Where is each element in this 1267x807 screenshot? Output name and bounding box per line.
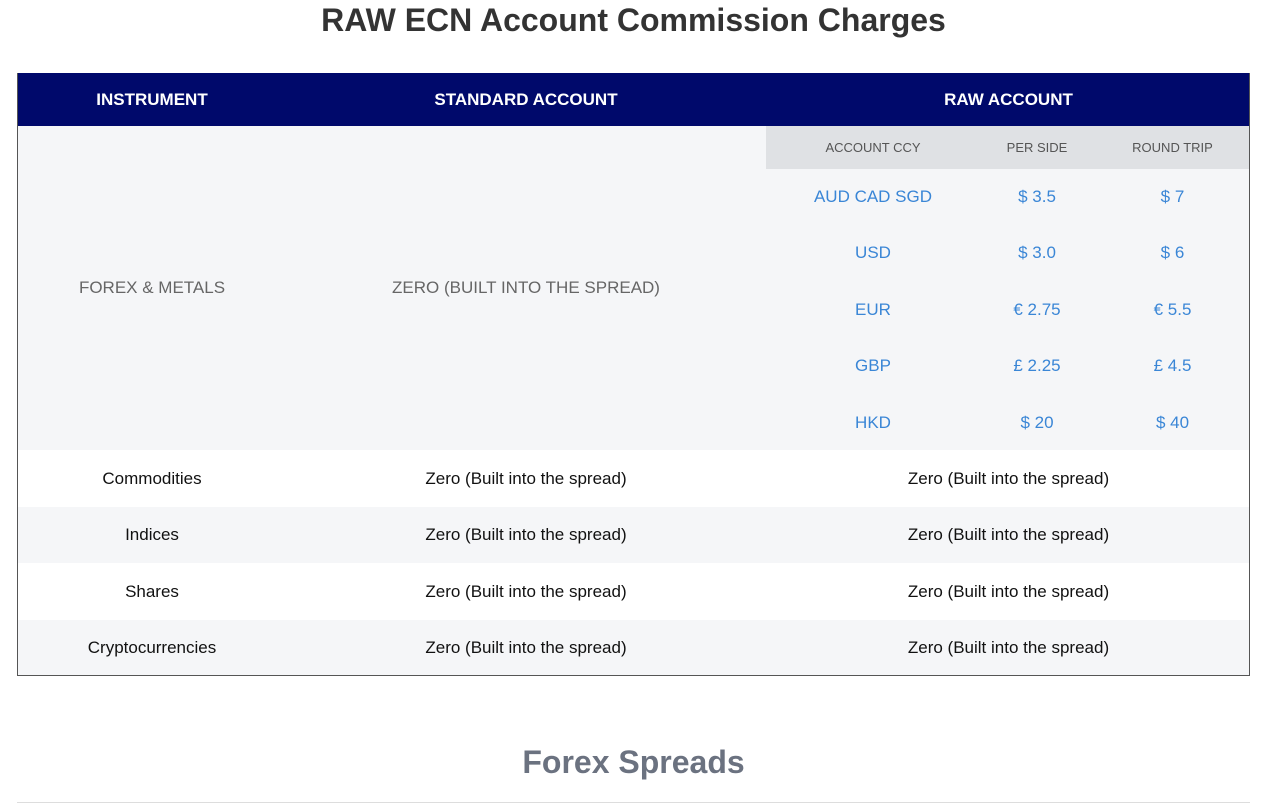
standard-cell: ZERO (BUILT INTO THE SPREAD) (392, 278, 660, 297)
commission-value: AUD CAD SGD (813, 187, 933, 206)
section-title: Forex Spreads (522, 743, 745, 780)
commission-value: £ 2.25 (1013, 356, 1061, 376)
table-cell: Shares (125, 581, 179, 601)
table-row (18, 563, 1249, 620)
commission-value: $ 20 (1020, 412, 1054, 432)
table-edge (17, 802, 1250, 807)
table-cell: Zero (Built into the spread) (907, 468, 1110, 488)
table-cell: Zero (Built into the spread) (425, 468, 627, 488)
commission-value: GBP (855, 356, 891, 376)
commission-value: $ 40 (1155, 412, 1190, 432)
table-row (18, 450, 1249, 507)
commission-value: € 2.75 (1013, 299, 1061, 319)
column-header: STANDARD ACCOUNT (286, 73, 766, 126)
sub-header: ROUND TRIP (1094, 126, 1249, 169)
commission-table: INSTRUMENT STANDARD ACCOUNT RAW ACCOUNT FOR… (17, 73, 1250, 676)
instrument-cell: FOREX & METALS (78, 278, 226, 297)
table-cell: Cryptocurrencies (87, 638, 217, 657)
table-cell: Zero (Built into the spread) (425, 525, 627, 544)
table-cell: Zero (Built into the spread) (907, 581, 1110, 601)
commission-value: $ 3.0 (1018, 243, 1056, 263)
table-cell: Zero (Built into the spread) (425, 581, 627, 601)
table-cell: Zero (Built into the spread) (907, 638, 1110, 657)
table-cell: Zero (Built into the spread) (425, 638, 627, 657)
table-row (18, 619, 1249, 675)
commission-value: EUR (855, 299, 891, 319)
commission-value: HKD (855, 412, 891, 432)
table-row (18, 506, 1249, 564)
sub-header: ACCOUNT CCY (766, 126, 980, 169)
forex-block (18, 126, 1249, 450)
table-cell: Indices (125, 525, 179, 544)
column-header: INSTRUMENT (18, 73, 286, 126)
sub-header: PER SIDE (980, 126, 1094, 169)
commission-value: $ 7 (1160, 187, 1185, 206)
page-title: RAW ECN Account Commission Charges (321, 1, 946, 38)
column-header: RAW ACCOUNT (766, 73, 1249, 126)
commission-value: USD (855, 243, 891, 263)
commission-value: $ 6 (1160, 243, 1185, 263)
commission-value: £ 4.5 (1153, 356, 1192, 376)
table-cell: Commodities (102, 468, 202, 488)
table-cell: Zero (Built into the spread) (907, 525, 1110, 544)
commission-value: € 5.5 (1153, 299, 1192, 319)
commission-value: $ 3.5 (1018, 187, 1056, 206)
